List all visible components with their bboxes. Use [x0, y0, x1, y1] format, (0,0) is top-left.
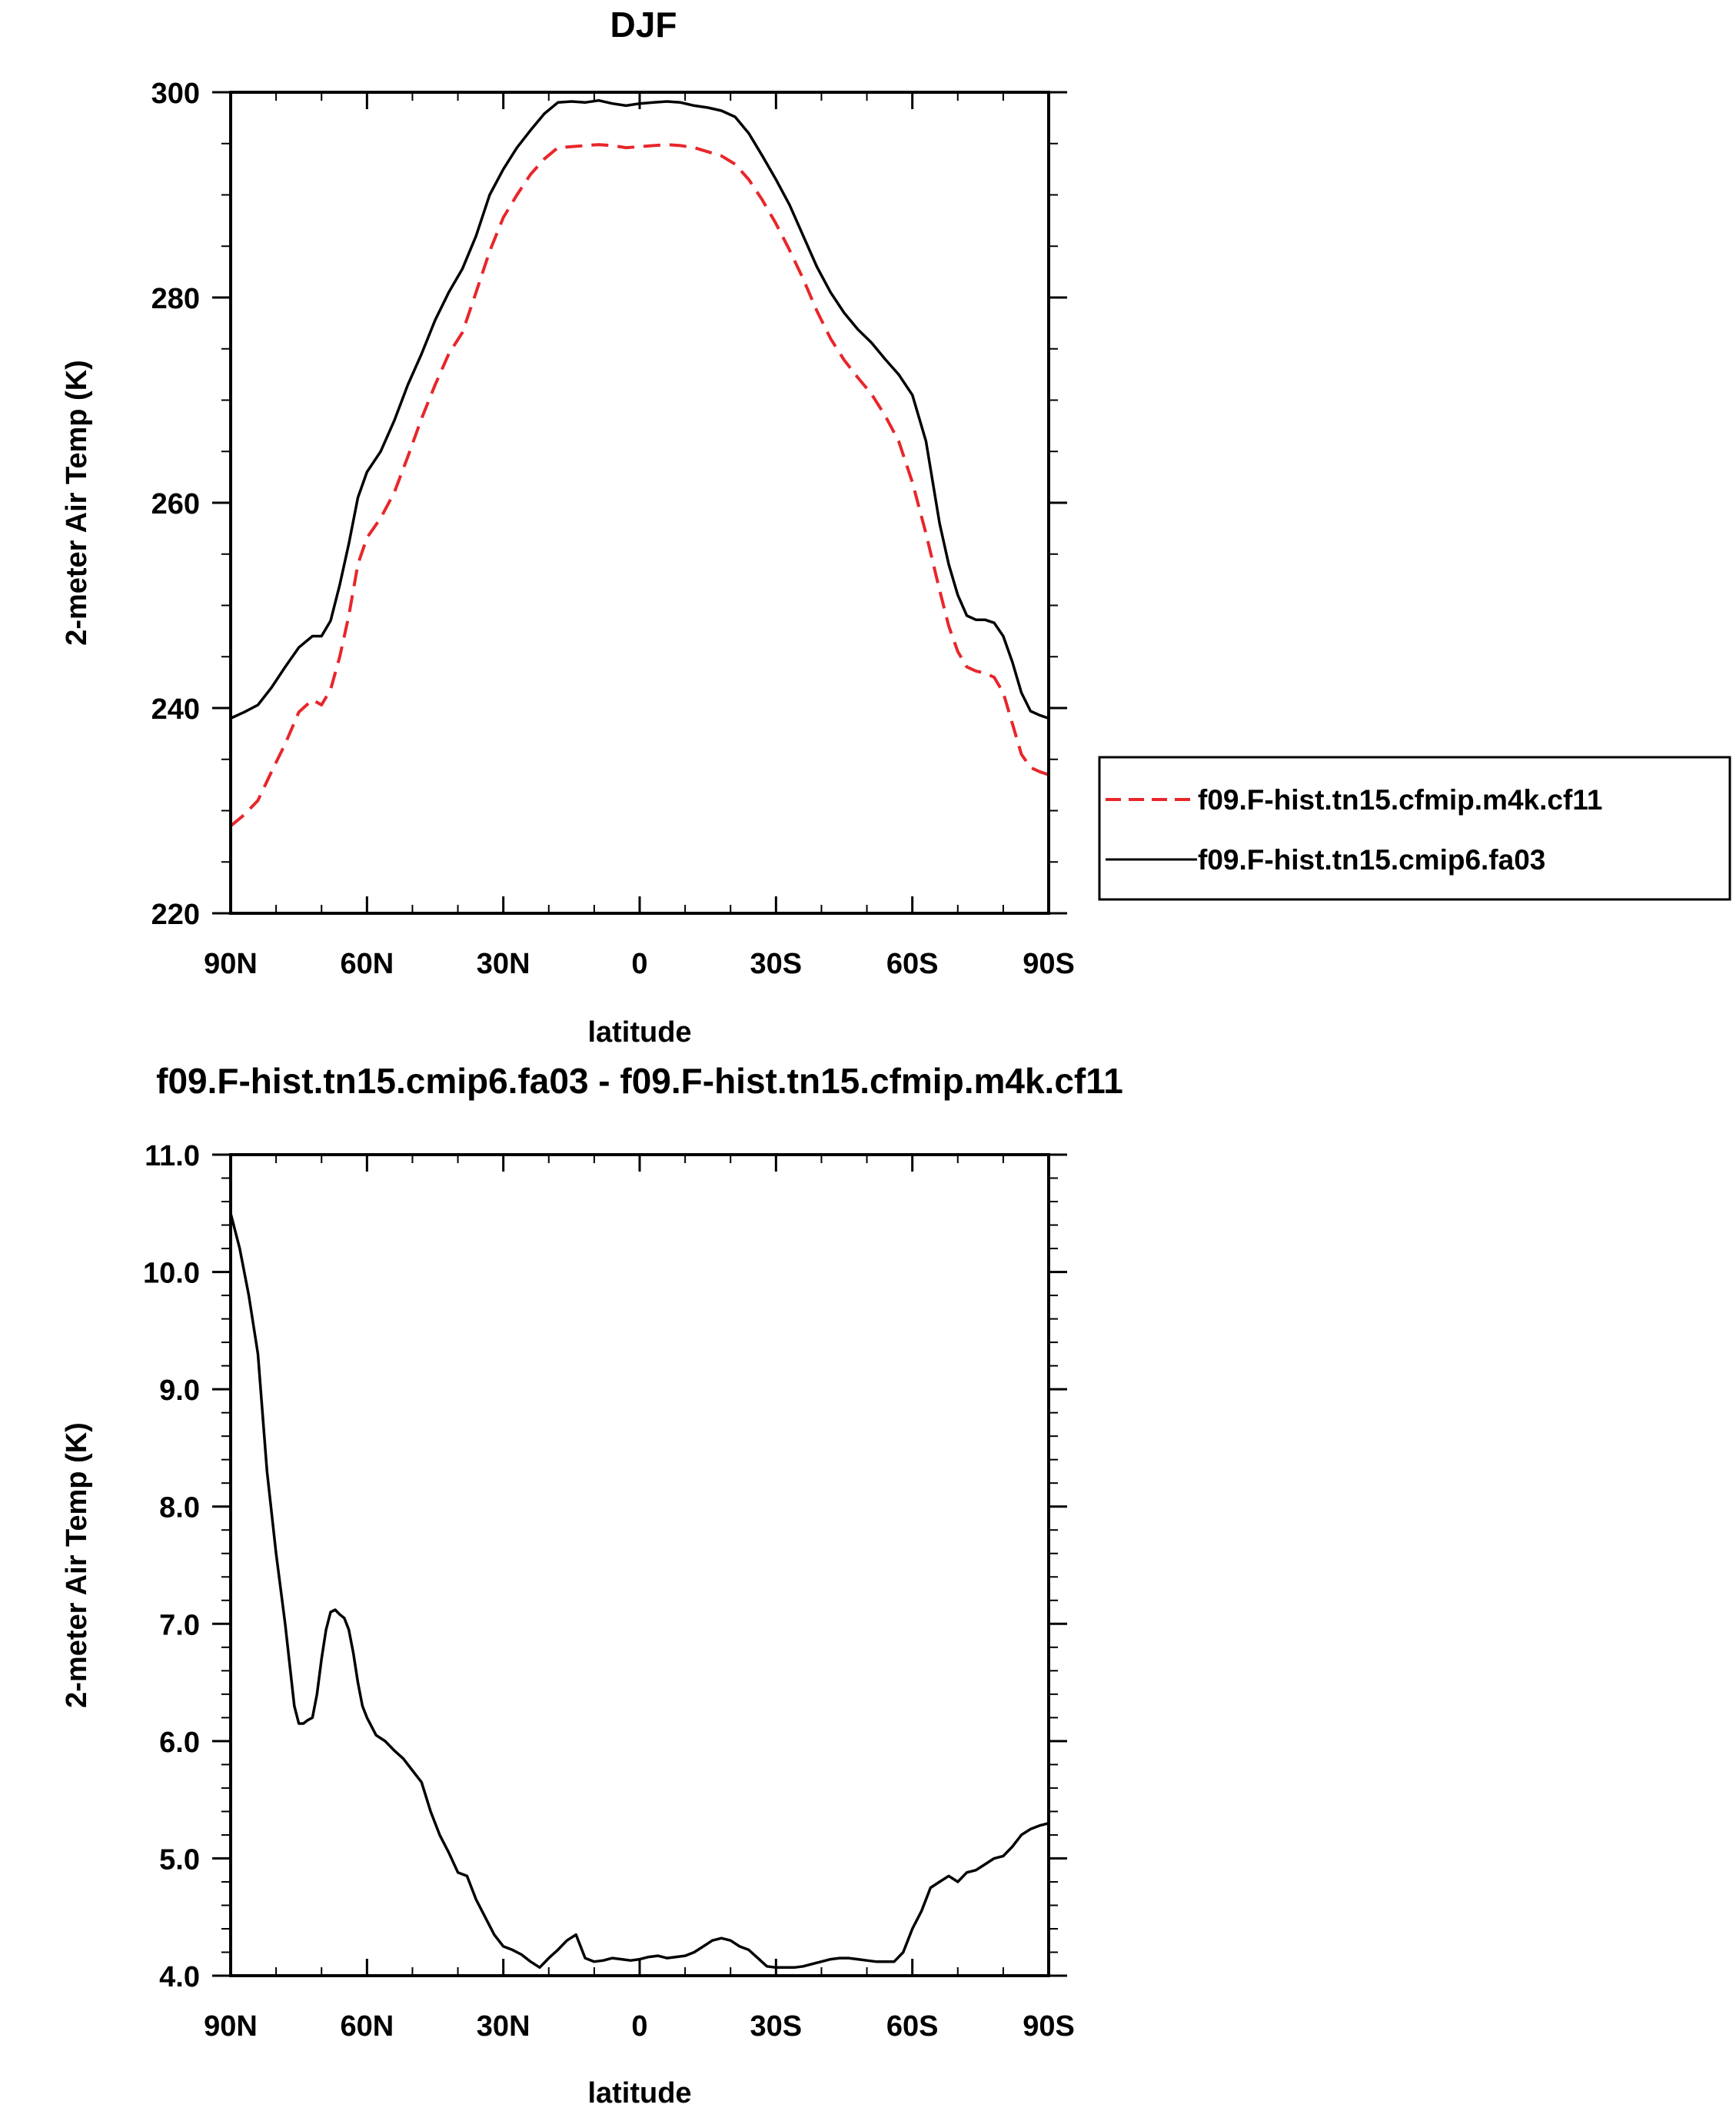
top-ytick-label: 220 — [151, 899, 200, 931]
bottom-xtick-label: 30N — [477, 2010, 530, 2043]
bottom-ytick-label: 8.0 — [159, 1492, 200, 1524]
bottom-ytick-label: 4.0 — [159, 1961, 200, 1993]
top-ytick-label: 280 — [151, 283, 200, 315]
bottom-xtick-label: 90S — [1023, 2010, 1075, 2043]
bottom-ytick-label: 10.0 — [143, 1258, 200, 1290]
top-ytick-label: 240 — [151, 693, 200, 726]
bottom-chart-ticks: 90N 60N 30N 0 30S 60S 90S 4.0 5.0 6.0 7.0 8.0 9.0 10.… — [143, 1140, 1075, 2043]
top-chart-ylabel: 2-meter Air Temp (K) — [61, 360, 93, 646]
bottom-chart-series — [229, 1212, 1049, 1970]
top-chart-frame — [229, 91, 1050, 915]
bottom-ytick-label: 5.0 — [159, 1843, 200, 1876]
top-chart-panel: DJF 90N 60N 30N 0 30S 60S 90S 220 240 260 280 300 2… — [61, 5, 1731, 1049]
bottom-ytick-label: 7.0 — [159, 1609, 200, 1641]
top-ytick-label: 300 — [151, 78, 200, 110]
legend-label-fa03: f09.F-hist.tn15.cmip6.fa03 — [1198, 844, 1545, 876]
top-chart-title: DJF — [610, 5, 677, 45]
legend: f09.F-hist.tn15.cfmip.m4k.cf11 f09.F-his… — [1098, 756, 1731, 901]
top-xtick-label: 30N — [477, 948, 530, 980]
bottom-chart-frame — [229, 1153, 1050, 1977]
bottom-ytick-label: 9.0 — [159, 1375, 200, 1407]
top-chart-xlabel: latitude — [587, 1016, 691, 1049]
top-chart-series — [229, 98, 1049, 828]
bottom-series-line-0 — [229, 1212, 1049, 1970]
bottom-ytick-label: 11.0 — [145, 1140, 200, 1172]
bottom-xtick-label: 30S — [750, 2010, 803, 2043]
bottom-ytick-label: 6.0 — [159, 1727, 200, 1759]
bottom-chart-title: f09.F-hist.tn15.cmip6.fa03 - f09.F-hist.… — [156, 1061, 1123, 1101]
top-series-line-1 — [230, 98, 1049, 720]
bottom-xtick-label: 60N — [340, 2010, 394, 2043]
top-series-line-0 — [229, 143, 1049, 828]
top-xtick-label: 90S — [1023, 948, 1075, 980]
bottom-xtick-label: 0 — [631, 2010, 647, 2043]
top-xtick-label: 60N — [340, 948, 394, 980]
legend-label-cf11: f09.F-hist.tn15.cfmip.m4k.cf11 — [1198, 784, 1602, 816]
top-ytick-label: 260 — [151, 488, 200, 520]
bottom-chart-panel: f09.F-hist.tn15.cmip6.fa03 - f09.F-hist.… — [61, 1061, 1123, 2109]
bottom-chart-ylabel: 2-meter Air Temp (K) — [61, 1422, 93, 1708]
bottom-xtick-label: 90N — [204, 2010, 258, 2043]
top-xtick-label: 0 — [631, 948, 647, 980]
top-xtick-label: 90N — [204, 948, 258, 980]
top-xtick-label: 30S — [750, 948, 803, 980]
top-xtick-label: 60S — [886, 948, 939, 980]
legend-box — [1098, 756, 1731, 901]
bottom-xtick-label: 60S — [886, 2010, 939, 2043]
top-chart-ticks: 90N 60N 30N 0 30S 60S 90S 220 240 260 280 300 — [151, 78, 1075, 980]
bottom-chart-xlabel: latitude — [587, 2077, 691, 2109]
